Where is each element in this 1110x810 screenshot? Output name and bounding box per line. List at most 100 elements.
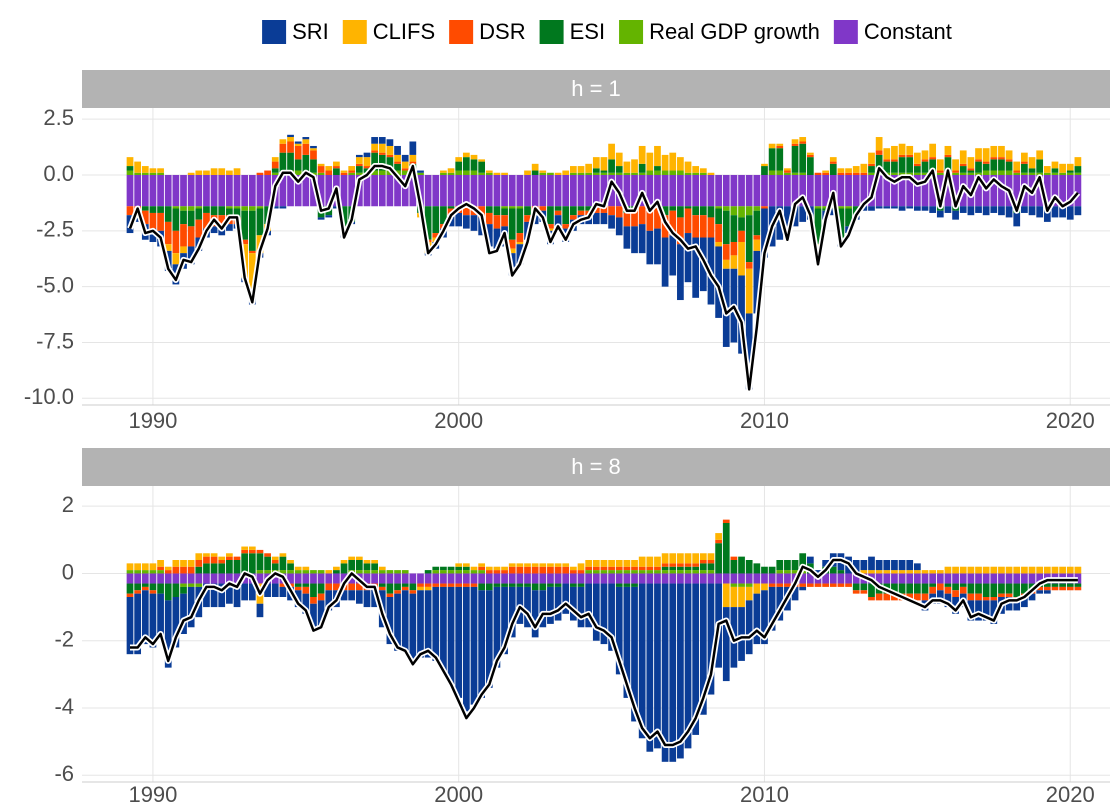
bar <box>776 573 784 584</box>
bar <box>554 586 562 621</box>
bar <box>784 170 791 173</box>
bar <box>562 170 570 175</box>
bar <box>1051 172 1059 175</box>
bar <box>470 174 478 207</box>
bar <box>692 566 700 571</box>
bar <box>570 583 577 587</box>
bar <box>264 583 271 597</box>
bar <box>172 206 180 209</box>
bar <box>914 583 921 594</box>
bar <box>715 206 722 209</box>
bar <box>891 172 898 175</box>
bar <box>302 143 310 155</box>
legend-label: CLIFS <box>373 19 435 44</box>
bar <box>149 570 157 574</box>
bar <box>952 170 959 173</box>
bar <box>386 597 394 645</box>
bar <box>256 549 264 554</box>
bar <box>753 250 761 314</box>
bar <box>684 553 692 564</box>
bar <box>990 157 998 160</box>
bar <box>203 206 210 213</box>
bar <box>531 566 539 574</box>
bar <box>883 206 891 209</box>
bar <box>684 208 692 234</box>
bar <box>898 583 906 594</box>
bar <box>1074 573 1082 584</box>
bar <box>936 159 944 171</box>
bar <box>1059 566 1066 574</box>
bar <box>378 154 386 171</box>
bar <box>294 583 302 587</box>
bar <box>661 206 669 216</box>
bar <box>195 553 203 560</box>
bar <box>394 174 401 207</box>
bar <box>187 586 195 628</box>
bar <box>608 560 615 567</box>
bar <box>248 253 256 298</box>
bar <box>325 166 333 171</box>
bar <box>210 206 218 216</box>
bar <box>264 570 271 574</box>
bar <box>891 159 898 162</box>
bar <box>982 583 990 597</box>
bar <box>516 573 524 584</box>
bar <box>493 228 501 251</box>
bar <box>516 174 524 207</box>
bar <box>226 560 233 574</box>
bar <box>271 560 279 564</box>
bar <box>310 145 317 149</box>
bar <box>952 174 959 207</box>
bar <box>646 174 654 207</box>
bar <box>149 212 157 229</box>
bar <box>615 570 623 574</box>
bar <box>967 206 975 216</box>
bar <box>241 206 249 211</box>
bar <box>699 168 707 173</box>
bar <box>936 210 944 218</box>
bar <box>203 563 210 574</box>
bar <box>784 583 791 587</box>
bar <box>126 593 134 597</box>
bar <box>409 154 417 162</box>
bar <box>195 566 203 574</box>
bar <box>279 174 287 207</box>
bar <box>730 255 738 269</box>
bar <box>126 170 134 175</box>
bar <box>1051 174 1059 207</box>
bar <box>547 573 554 584</box>
bar <box>348 590 356 601</box>
bar <box>753 174 761 207</box>
bar <box>539 206 547 211</box>
bar <box>554 583 562 587</box>
bar <box>699 174 707 207</box>
bar <box>256 570 264 574</box>
bar <box>172 583 180 597</box>
bar <box>669 170 677 175</box>
bar <box>325 570 333 574</box>
bar <box>745 560 753 574</box>
bar <box>141 570 149 574</box>
bar <box>692 553 700 564</box>
bar <box>921 206 929 211</box>
bar <box>493 206 501 216</box>
bar <box>524 174 531 207</box>
bar <box>738 241 745 276</box>
bar <box>394 583 401 591</box>
bar <box>699 583 707 715</box>
bar <box>875 137 883 151</box>
bar <box>929 570 937 574</box>
bar <box>837 168 845 173</box>
bar <box>699 573 707 584</box>
x-tick-label: 1990 <box>128 408 177 433</box>
bar <box>516 208 524 234</box>
bar <box>310 583 317 597</box>
bar <box>348 166 356 171</box>
bar <box>424 583 432 587</box>
bar <box>317 573 325 584</box>
bar <box>264 553 271 557</box>
bar <box>333 161 340 167</box>
bar <box>157 583 164 594</box>
bar <box>600 172 608 175</box>
bar <box>753 593 761 645</box>
